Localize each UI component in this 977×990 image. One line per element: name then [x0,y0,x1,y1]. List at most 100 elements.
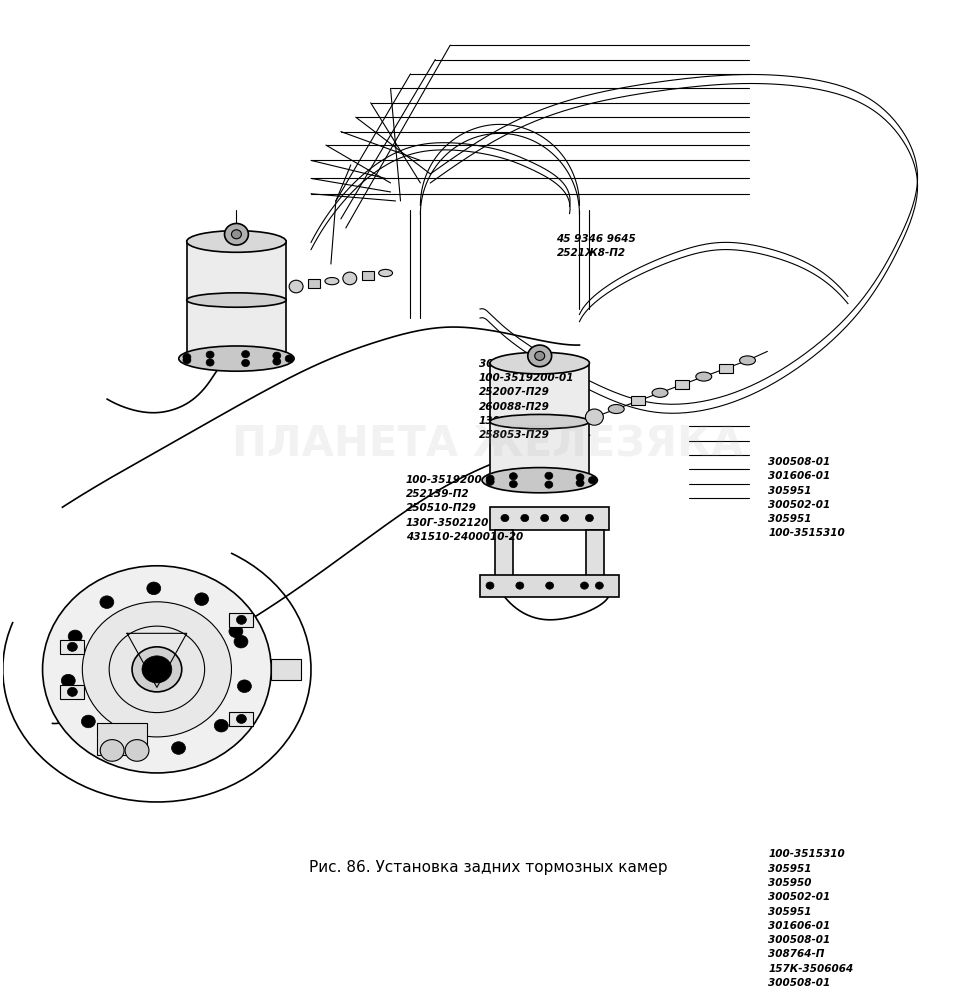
Bar [490,363,589,480]
Text: 130Г-3502121: 130Г-3502121 [479,416,562,426]
Circle shape [528,346,552,366]
Ellipse shape [609,405,624,414]
Text: 258053-П29: 258053-П29 [479,431,550,441]
Circle shape [516,582,524,589]
Text: 300508-01: 300508-01 [768,978,830,988]
Circle shape [289,280,303,293]
Ellipse shape [652,388,668,397]
Text: 305951: 305951 [768,514,812,524]
Ellipse shape [187,231,286,252]
Circle shape [101,740,124,761]
Ellipse shape [740,355,755,365]
Text: 100-3519200-01: 100-3519200-01 [405,475,501,485]
Text: 45 9346 9645: 45 9346 9645 [557,234,636,245]
Text: 100-3515310: 100-3515310 [768,849,845,859]
Text: 431510-2400010-20: 431510-2400010-20 [405,532,523,542]
Circle shape [545,481,553,488]
Ellipse shape [696,372,711,381]
Circle shape [343,272,357,285]
Circle shape [125,740,149,761]
Circle shape [241,350,249,357]
Circle shape [237,680,251,693]
Circle shape [81,715,96,728]
Circle shape [100,596,113,609]
Circle shape [68,630,82,643]
Ellipse shape [325,277,339,285]
Bar [308,279,319,288]
Circle shape [225,224,248,246]
Circle shape [273,352,280,359]
Text: 157К-3506064: 157К-3506064 [768,963,854,973]
Circle shape [545,472,553,479]
Circle shape [580,582,588,589]
Circle shape [232,230,241,239]
Circle shape [229,625,243,638]
Circle shape [194,593,209,606]
Text: 305951: 305951 [768,863,812,874]
Bar [586,530,605,579]
Text: 100-3515310: 100-3515310 [768,529,845,539]
Circle shape [62,674,75,687]
Circle shape [147,582,161,595]
Text: Рис. 86. Установка задних тормозных камер: Рис. 86. Установка задних тормозных каме… [309,860,667,875]
Circle shape [576,479,584,487]
Text: 100-3519200-01: 100-3519200-01 [479,373,574,383]
Bar [187,242,286,358]
Text: ПЛАНЕТА ЖЕЛЕЗЯКА: ПЛАНЕТА ЖЕЛЕЗЯКА [233,423,743,465]
Text: 250510-П29: 250510-П29 [405,504,477,514]
Text: 300508-01: 300508-01 [768,935,830,945]
Bar [230,712,253,726]
Circle shape [585,409,604,426]
Text: 2521Ж8-П2: 2521Ж8-П2 [557,248,625,258]
Circle shape [142,655,172,683]
Circle shape [540,515,549,522]
Ellipse shape [179,346,294,371]
Ellipse shape [187,293,286,307]
Circle shape [501,515,509,522]
Circle shape [534,351,545,360]
Bar [480,575,619,597]
Circle shape [214,720,229,732]
Circle shape [585,515,593,522]
Circle shape [561,515,569,522]
Text: 305950: 305950 [479,359,523,369]
Circle shape [509,480,518,488]
Text: 252139-П2: 252139-П2 [405,489,470,499]
Ellipse shape [482,467,597,493]
Circle shape [236,616,246,625]
Bar [61,685,84,699]
Bar [719,364,733,373]
Circle shape [588,476,596,484]
Circle shape [183,356,191,363]
Circle shape [487,475,494,482]
Text: 301606-01: 301606-01 [768,921,830,931]
Circle shape [486,582,494,589]
Circle shape [241,359,249,366]
Text: 300508-01: 300508-01 [768,457,830,467]
Bar [631,396,645,406]
Circle shape [67,643,77,651]
Circle shape [487,478,494,485]
Text: 301606-01: 301606-01 [768,471,830,481]
Circle shape [521,515,529,522]
Circle shape [132,646,182,692]
Circle shape [206,359,214,366]
Circle shape [82,602,232,737]
Bar [495,530,513,593]
Circle shape [273,357,280,365]
Text: 300502-01: 300502-01 [768,500,830,510]
Circle shape [236,715,246,724]
Bar [230,613,253,627]
Bar [675,380,689,389]
Circle shape [595,582,604,589]
Bar [490,507,610,530]
Bar [272,658,301,680]
Circle shape [576,473,584,481]
Circle shape [285,355,293,362]
Ellipse shape [379,269,393,276]
Circle shape [546,582,554,589]
Text: 308764-П: 308764-П [768,949,825,959]
Circle shape [183,353,191,360]
Ellipse shape [490,352,589,374]
Text: 305950: 305950 [768,878,812,888]
